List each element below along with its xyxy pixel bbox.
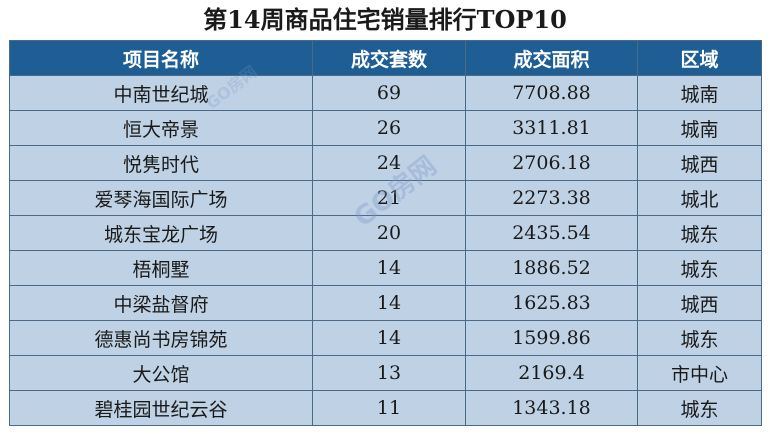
header-district: 区域 — [637, 40, 762, 76]
cell-units-sold: 13 — [312, 355, 466, 391]
table-row: 悦隽时代 24 2706.18 城西 — [9, 145, 762, 181]
cell-district: 城东 — [637, 320, 762, 356]
table-row: 梧桐墅 14 1886.52 城东 — [9, 250, 762, 286]
cell-project-name: 恒大帝景 — [9, 110, 313, 146]
cell-district: 城西 — [637, 145, 762, 181]
table-row: 恒大帝景 26 3311.81 城南 — [9, 110, 762, 146]
cell-project-name: 悦隽时代 — [9, 145, 313, 181]
header-units-sold: 成交套数 — [312, 40, 466, 76]
table-row: 城东宝龙广场 20 2435.54 城东 — [9, 215, 762, 251]
cell-district: 城北 — [637, 180, 762, 216]
cell-units-sold: 14 — [312, 320, 466, 356]
cell-units-sold: 21 — [312, 180, 466, 216]
table-row: 德惠尚书房锦苑 14 1599.86 城东 — [9, 320, 762, 356]
cell-area-sold: 1343.18 — [465, 390, 638, 426]
cell-district: 城东 — [637, 215, 762, 251]
cell-district: 城南 — [637, 110, 762, 146]
cell-area-sold: 2435.54 — [465, 215, 638, 251]
cell-units-sold: 20 — [312, 215, 466, 251]
cell-district: 市中心 — [637, 355, 762, 391]
cell-area-sold: 2169.4 — [465, 355, 638, 391]
cell-area-sold: 1599.86 — [465, 320, 638, 356]
cell-project-name: 中梁盐督府 — [9, 285, 313, 321]
table-header-row: 项目名称 成交套数 成交面积 区域 — [9, 40, 762, 76]
cell-units-sold: 26 — [312, 110, 466, 146]
cell-units-sold: 69 — [312, 75, 466, 111]
cell-area-sold: 2273.38 — [465, 180, 638, 216]
cell-area-sold: 1625.83 — [465, 285, 638, 321]
cell-units-sold: 24 — [312, 145, 466, 181]
cell-area-sold: 7708.88 — [465, 75, 638, 111]
table-row: 中南世纪城 69 7708.88 城南 — [9, 75, 762, 111]
cell-project-name: 中南世纪城 — [9, 75, 313, 111]
cell-project-name: 梧桐墅 — [9, 250, 313, 286]
cell-district: 城西 — [637, 285, 762, 321]
cell-project-name: 爱琴海国际广场 — [9, 180, 313, 216]
cell-project-name: 碧桂园世纪云谷 — [9, 390, 313, 426]
cell-district: 城东 — [637, 250, 762, 286]
cell-district: 城东 — [637, 390, 762, 426]
cell-district: 城南 — [637, 75, 762, 111]
cell-units-sold: 14 — [312, 285, 466, 321]
table-row: 碧桂园世纪云谷 11 1343.18 城东 — [9, 390, 762, 426]
table-row: 爱琴海国际广场 21 2273.38 城北 — [9, 180, 762, 216]
table-row: 中梁盐督府 14 1625.83 城西 — [9, 285, 762, 321]
cell-units-sold: 14 — [312, 250, 466, 286]
ranking-table: 项目名称 成交套数 成交面积 区域 中南世纪城 69 7708.88 城南 恒大… — [9, 40, 762, 426]
cell-project-name: 德惠尚书房锦苑 — [9, 320, 313, 356]
cell-project-name: 大公馆 — [9, 355, 313, 391]
cell-project-name: 城东宝龙广场 — [9, 215, 313, 251]
table-row: 大公馆 13 2169.4 市中心 — [9, 355, 762, 391]
cell-units-sold: 11 — [312, 390, 466, 426]
header-area-sold: 成交面积 — [465, 40, 638, 76]
cell-area-sold: 1886.52 — [465, 250, 638, 286]
cell-area-sold: 3311.81 — [465, 110, 638, 146]
page-title: 第14周商品住宅销量排行TOP10 — [203, 5, 567, 34]
cell-area-sold: 2706.18 — [465, 145, 638, 181]
header-project-name: 项目名称 — [9, 40, 313, 76]
